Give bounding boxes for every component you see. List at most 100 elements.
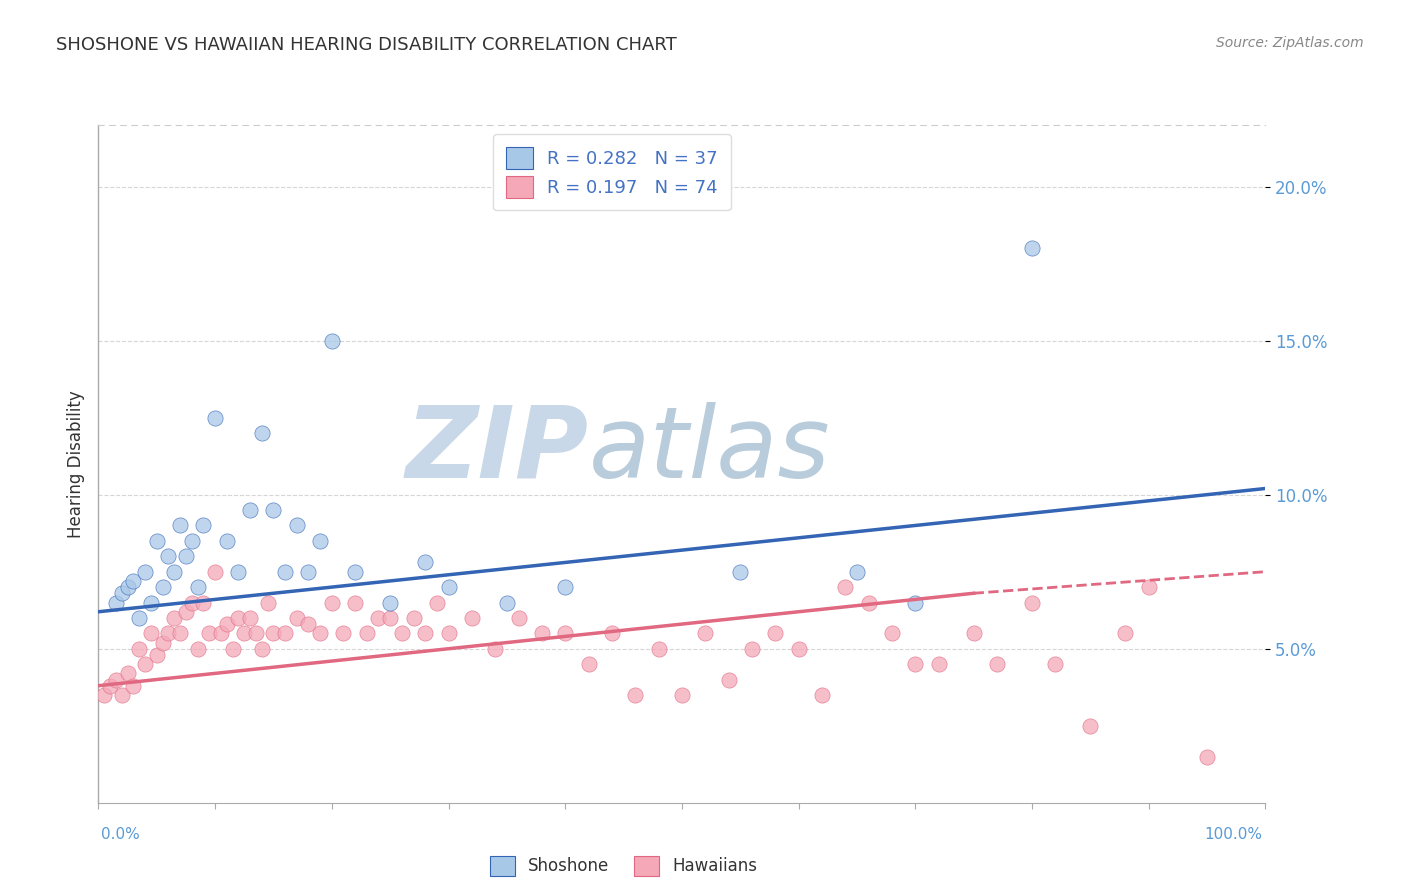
Point	[139, 626, 162, 640]
Point	[763, 626, 786, 640]
Point	[169, 518, 191, 533]
Point	[309, 626, 332, 640]
Point	[180, 533, 202, 548]
Point	[461, 611, 484, 625]
Point	[128, 611, 150, 625]
Point	[695, 626, 717, 640]
Point	[344, 595, 367, 609]
Point	[163, 611, 186, 625]
Point	[378, 595, 402, 609]
Point	[163, 565, 186, 579]
Point	[146, 648, 169, 662]
Point	[122, 574, 145, 588]
Point	[624, 688, 647, 702]
Point	[262, 626, 284, 640]
Point	[904, 595, 927, 609]
Point	[717, 673, 740, 687]
Point	[157, 549, 180, 564]
Point	[437, 580, 460, 594]
Point	[104, 673, 127, 687]
Point	[250, 641, 273, 656]
Point	[426, 595, 449, 609]
Point	[858, 595, 880, 609]
Point	[204, 565, 226, 579]
Point	[228, 565, 250, 579]
Point	[274, 626, 297, 640]
Point	[274, 565, 297, 579]
Point	[321, 595, 343, 609]
Point	[356, 626, 378, 640]
Point	[104, 595, 127, 609]
Point	[413, 556, 436, 570]
Point	[1195, 749, 1218, 764]
Y-axis label: Hearing Disability: Hearing Disability	[66, 390, 84, 538]
Legend: R = 0.282   N = 37, R = 0.197   N = 74: R = 0.282 N = 37, R = 0.197 N = 74	[494, 134, 731, 211]
Point	[117, 666, 139, 681]
Point	[93, 688, 115, 702]
Point	[193, 595, 215, 609]
Point	[1045, 657, 1067, 672]
Point	[111, 586, 134, 600]
Text: atlas: atlas	[589, 401, 830, 499]
Point	[297, 617, 319, 632]
Point	[98, 679, 121, 693]
Point	[986, 657, 1008, 672]
Point	[256, 595, 278, 609]
Point	[647, 641, 669, 656]
Point	[187, 641, 209, 656]
Point	[117, 580, 139, 594]
Point	[321, 334, 343, 348]
Point	[152, 635, 174, 649]
Point	[378, 611, 402, 625]
Point	[437, 626, 460, 640]
Point	[215, 533, 238, 548]
Point	[344, 565, 367, 579]
Point	[122, 679, 145, 693]
Point	[834, 580, 856, 594]
Point	[554, 580, 576, 594]
Point	[845, 565, 868, 579]
Point	[1114, 626, 1136, 640]
Point	[367, 611, 389, 625]
Point	[239, 503, 262, 517]
Point	[413, 626, 436, 640]
Point	[157, 626, 180, 640]
Point	[297, 565, 319, 579]
Point	[285, 518, 308, 533]
Point	[146, 533, 169, 548]
Point	[880, 626, 903, 640]
Point	[741, 641, 763, 656]
Point	[262, 503, 284, 517]
Point	[402, 611, 425, 625]
Point	[578, 657, 600, 672]
Point	[554, 626, 576, 640]
Point	[193, 518, 215, 533]
Text: 0.0%: 0.0%	[101, 827, 141, 841]
Point	[285, 611, 308, 625]
Point	[1137, 580, 1160, 594]
Point	[134, 657, 156, 672]
Point	[169, 626, 191, 640]
Point	[1080, 719, 1102, 733]
Text: Source: ZipAtlas.com: Source: ZipAtlas.com	[1216, 36, 1364, 50]
Point	[811, 688, 834, 702]
Point	[508, 611, 530, 625]
Point	[928, 657, 950, 672]
Point	[309, 533, 332, 548]
Point	[221, 641, 243, 656]
Text: SHOSHONE VS HAWAIIAN HEARING DISABILITY CORRELATION CHART: SHOSHONE VS HAWAIIAN HEARING DISABILITY …	[56, 36, 678, 54]
Point	[250, 425, 273, 440]
Point	[233, 626, 256, 640]
Point	[198, 626, 221, 640]
Point	[239, 611, 262, 625]
Point	[530, 626, 553, 640]
Point	[904, 657, 927, 672]
Point	[204, 410, 226, 425]
Point	[391, 626, 413, 640]
Point	[187, 580, 209, 594]
Point	[111, 688, 134, 702]
Point	[1021, 241, 1043, 255]
Point	[215, 617, 238, 632]
Point	[139, 595, 162, 609]
Point	[1021, 595, 1043, 609]
